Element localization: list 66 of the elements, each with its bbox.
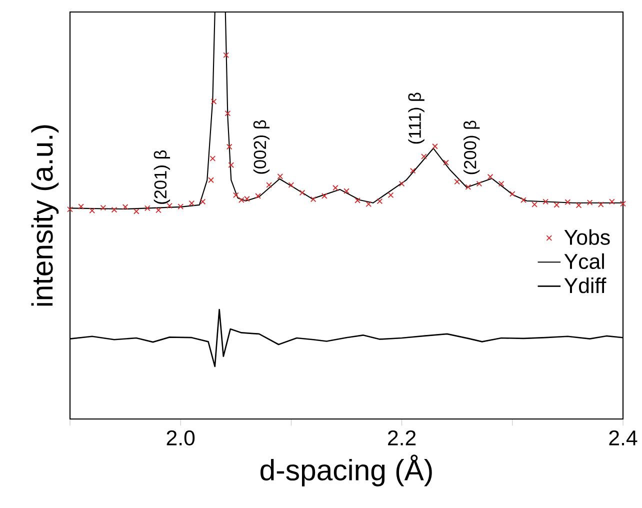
point <box>210 98 217 104</box>
point <box>226 144 232 150</box>
point <box>78 204 84 210</box>
point <box>586 200 593 206</box>
point <box>454 178 460 185</box>
point <box>465 184 472 190</box>
point <box>188 200 195 206</box>
annotation: (111) β <box>408 92 424 144</box>
point <box>344 188 350 194</box>
point <box>266 182 272 188</box>
point <box>156 207 162 214</box>
point <box>609 198 615 205</box>
point <box>223 52 229 58</box>
point <box>232 192 239 198</box>
point <box>224 110 231 116</box>
x-tick-label: 2.0 <box>166 430 195 446</box>
point <box>228 162 234 168</box>
point <box>111 206 118 213</box>
point <box>277 174 284 180</box>
point <box>542 198 549 205</box>
point <box>410 168 416 174</box>
point <box>376 198 383 204</box>
legend-label: Ydiff <box>564 277 606 294</box>
point <box>122 204 128 210</box>
point <box>321 193 328 199</box>
point <box>299 190 306 196</box>
point <box>354 198 360 204</box>
point <box>498 180 504 187</box>
point <box>310 196 316 202</box>
legend-label: Yobs <box>564 229 610 245</box>
point <box>532 202 538 208</box>
point <box>67 206 73 212</box>
point <box>432 143 438 150</box>
x-tick-label: 2.2 <box>388 430 416 446</box>
point <box>288 182 294 188</box>
point <box>554 202 560 208</box>
point <box>398 180 405 187</box>
point <box>178 204 184 210</box>
point <box>89 208 96 214</box>
point <box>208 177 214 184</box>
annotation: (002) β <box>253 120 270 174</box>
point <box>133 208 140 214</box>
point <box>421 154 427 160</box>
y-axis-title: intensity (a.u.) <box>31 125 59 306</box>
point <box>255 193 261 199</box>
legend-label: Ycal <box>564 253 604 270</box>
point <box>598 202 604 208</box>
point <box>332 184 338 191</box>
point <box>366 201 372 208</box>
point <box>476 180 482 187</box>
point <box>388 192 394 198</box>
point <box>100 204 106 211</box>
point <box>509 191 516 197</box>
point <box>564 199 571 205</box>
x-tick-label: 2.4 <box>609 430 638 446</box>
point <box>620 200 626 207</box>
annotation: (200) β <box>464 120 480 174</box>
point <box>200 198 206 205</box>
point <box>520 197 526 203</box>
point <box>576 202 582 208</box>
point <box>144 205 150 212</box>
point <box>443 160 449 166</box>
point <box>487 174 494 180</box>
annotation: (201) β <box>154 150 170 204</box>
x-axis-title: d-spacing (Å) <box>260 454 432 486</box>
point <box>210 156 216 162</box>
